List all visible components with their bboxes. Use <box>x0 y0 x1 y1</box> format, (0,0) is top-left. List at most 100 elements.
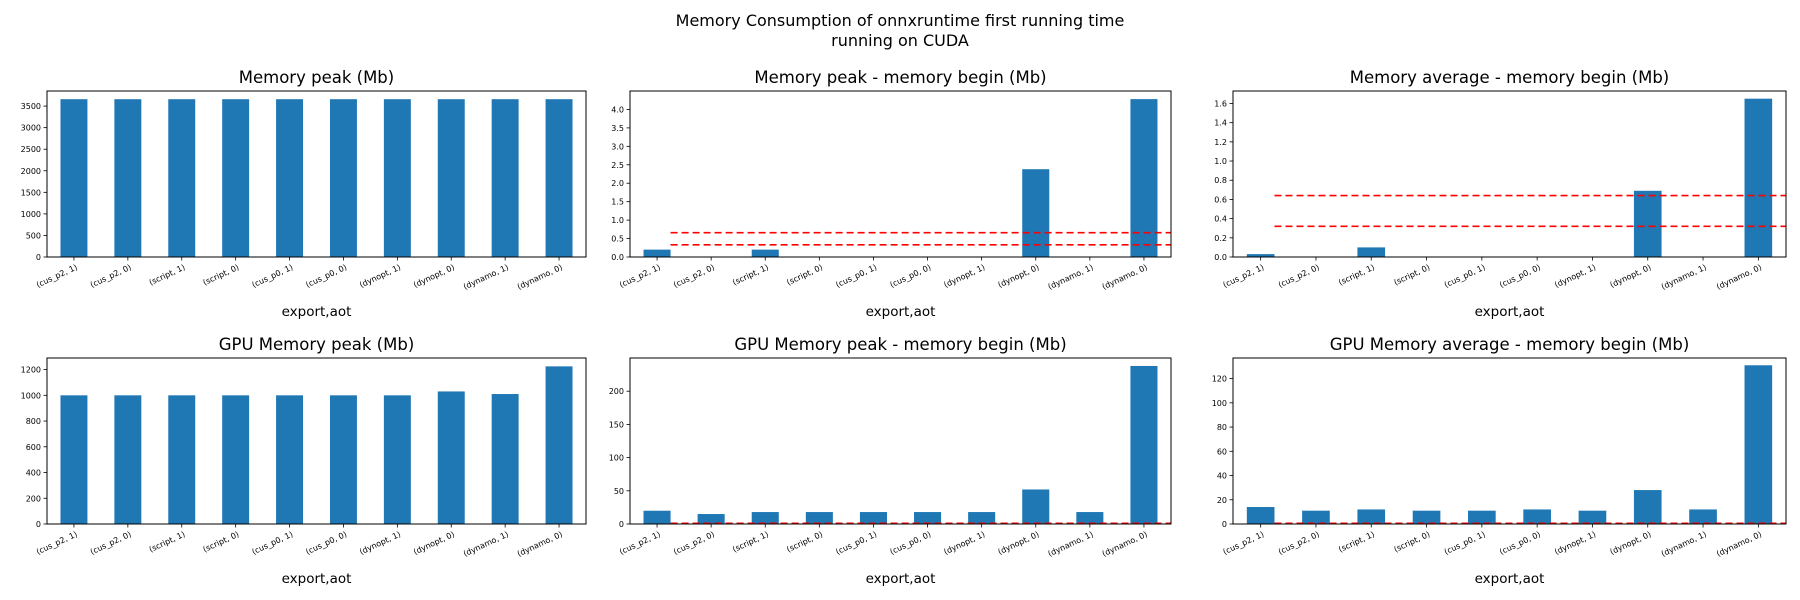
bar <box>329 99 357 258</box>
x-tick-label: (cus_p2, 1) <box>35 263 79 290</box>
bar <box>643 510 671 524</box>
subplot-5: 0 50 100 150 200 (cus_p2, 1) (cus_p2, 0) (scrip… <box>609 335 1172 587</box>
bar <box>1130 99 1158 257</box>
x-tick-label: (dynopt, 0) <box>997 263 1041 290</box>
y-tick-label: 500 <box>26 231 41 240</box>
bar <box>968 512 996 524</box>
y-tick-label: 3.5 <box>611 124 624 133</box>
x-tick-label: (dynamo, 0) <box>516 530 564 559</box>
x-tick-label: (script, 1) <box>1337 263 1376 288</box>
bar <box>1744 365 1773 524</box>
y-tick-label: 1.0 <box>1214 157 1227 166</box>
subplot-title: GPU Memory peak (Mb) <box>219 335 415 354</box>
bar <box>1689 509 1717 524</box>
y-tick-label: 1.6 <box>1214 99 1227 108</box>
y-tick-label: 0 <box>619 520 624 529</box>
x-tick-label: (dynamo, 1) <box>1660 263 1708 292</box>
y-tick-label: 0.5 <box>611 235 624 244</box>
x-tick-label: (cus_p2, 0) <box>89 263 133 290</box>
subplot-title: GPU Memory average - memory begin (Mb) <box>1330 335 1690 354</box>
bar <box>545 99 573 258</box>
y-tick-label: 120 <box>1212 375 1227 384</box>
x-tick-label: (dynopt, 1) <box>1553 263 1597 290</box>
x-tick-label: (cus_p0, 0) <box>304 263 348 290</box>
y-tick-label: 200 <box>609 387 624 396</box>
figure-title-line1: Memory Consumption of onnxruntime first … <box>676 11 1125 30</box>
bar <box>697 514 725 524</box>
y-tick-label: 0 <box>36 520 41 529</box>
y-tick-label: 0.6 <box>1214 195 1227 204</box>
bar <box>1523 509 1551 524</box>
x-tick-label: (script, 0) <box>785 530 824 555</box>
plot-frame <box>629 357 1172 525</box>
x-tick-label: (dynopt, 1) <box>1553 530 1597 557</box>
bar <box>1022 169 1050 257</box>
x-tick-label: (cus_p0, 1) <box>1443 530 1487 557</box>
x-tick-label: (cus_p2, 1) <box>618 263 662 290</box>
bar <box>1633 490 1662 524</box>
x-axis-label: export,aot <box>866 571 936 587</box>
bar <box>751 512 779 524</box>
x-tick-label: (cus_p2, 0) <box>1277 530 1321 557</box>
x-tick-label: (dynopt, 0) <box>412 530 456 557</box>
bar <box>60 395 88 524</box>
y-tick-label: 200 <box>26 494 41 503</box>
bar <box>643 249 671 257</box>
y-tick-label: 3500 <box>21 102 41 111</box>
bar <box>1130 365 1158 524</box>
bar <box>1633 190 1662 257</box>
y-tick-label: 2500 <box>21 145 41 154</box>
bar <box>1744 98 1773 257</box>
y-tick-label: 2000 <box>21 167 41 176</box>
x-tick-label: (cus_p0, 1) <box>251 263 295 290</box>
x-tick-label: (dynopt, 1) <box>358 263 402 290</box>
x-tick-label: (dynamo, 0) <box>1715 530 1763 559</box>
subplot-title: Memory peak - memory begin (Mb) <box>754 68 1046 87</box>
y-tick-label: 150 <box>609 420 624 429</box>
y-tick-label: 1500 <box>21 188 41 197</box>
x-tick-label: (dynamo, 1) <box>1660 530 1708 559</box>
x-tick-label: (dynopt, 0) <box>412 263 456 290</box>
y-tick-label: 0.2 <box>1214 234 1227 243</box>
y-tick-label: 1.0 <box>611 216 624 225</box>
bar <box>1578 510 1607 524</box>
x-tick-label: (script, 1) <box>1337 530 1376 555</box>
bar <box>60 99 88 258</box>
y-tick-label: 100 <box>1212 399 1227 408</box>
bar <box>1022 489 1050 524</box>
x-tick-label: (dynopt, 0) <box>1609 263 1653 290</box>
x-tick-label: (dynopt, 1) <box>358 530 402 557</box>
x-tick-label: (dynopt, 0) <box>1609 530 1653 557</box>
bar <box>114 395 142 524</box>
bar <box>1246 507 1275 524</box>
bar <box>114 99 142 258</box>
bar <box>545 366 573 524</box>
x-tick-label: (script, 0) <box>785 263 824 288</box>
x-tick-label: (dynopt, 0) <box>997 530 1041 557</box>
y-tick-label: 1.5 <box>611 198 624 207</box>
x-tick-label: (cus_p0, 0) <box>1498 263 1542 290</box>
x-tick-label: (dynamo, 0) <box>1101 530 1149 559</box>
x-tick-label: (cus_p2, 1) <box>1222 530 1266 557</box>
y-tick-label: 0.0 <box>1214 253 1227 262</box>
x-tick-label: (cus_p2, 1) <box>1222 263 1266 290</box>
y-tick-label: 4.0 <box>611 105 624 114</box>
y-tick-label: 50 <box>614 487 624 496</box>
x-axis-label: export,aot <box>282 571 352 587</box>
x-tick-label: (cus_p0, 1) <box>251 530 295 557</box>
x-tick-label: (cus_p2, 0) <box>1277 263 1321 290</box>
subplot-title: GPU Memory peak - memory begin (Mb) <box>734 335 1066 354</box>
plot-frame <box>1232 357 1787 525</box>
x-tick-label: (dynopt, 1) <box>942 263 986 290</box>
x-tick-label: (cus_p0, 0) <box>1498 530 1542 557</box>
bar <box>1357 247 1386 257</box>
x-tick-label: (dynamo, 1) <box>1047 263 1095 292</box>
x-tick-label: (cus_p2, 0) <box>672 530 716 557</box>
bar <box>168 395 196 524</box>
subplot-title: Memory peak (Mb) <box>239 68 394 87</box>
bar <box>1302 510 1330 524</box>
bar <box>805 512 833 524</box>
subplot-3: 0.0 0.2 0.4 0.6 0.8 1.0 1.2 1.4 1.6 (cus_p2, 1) (c… <box>1214 68 1787 320</box>
